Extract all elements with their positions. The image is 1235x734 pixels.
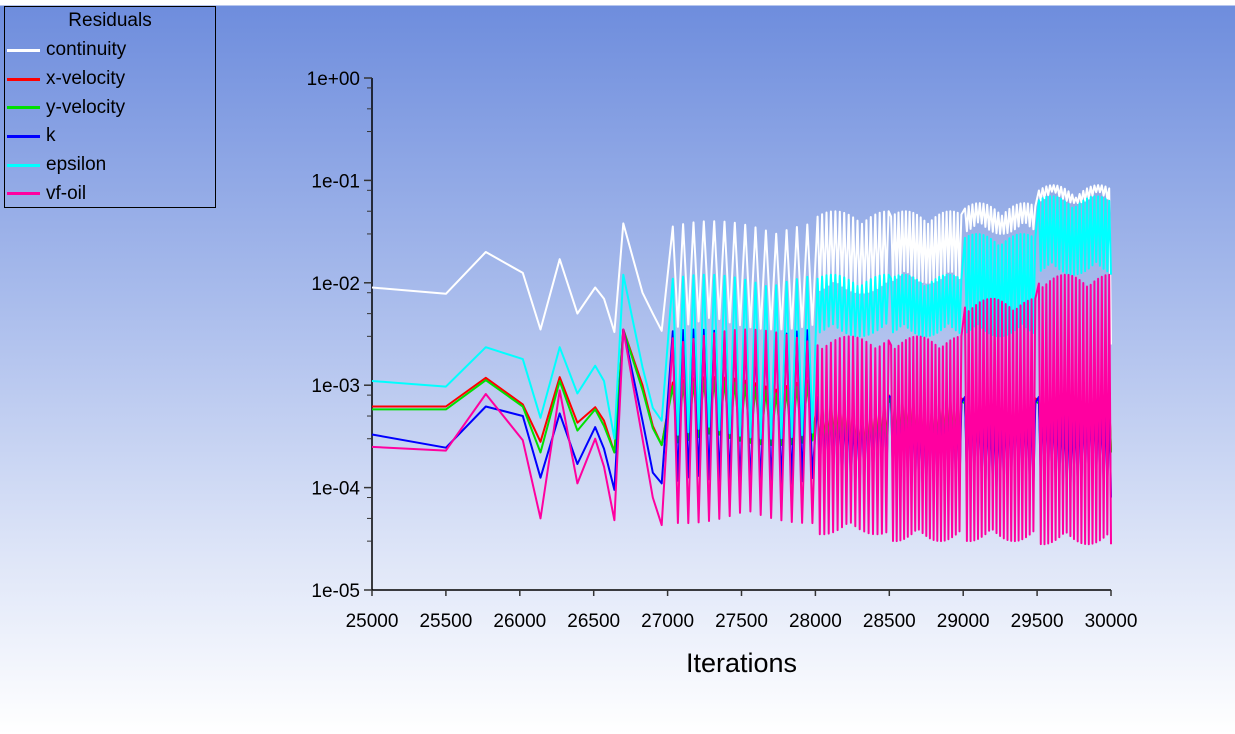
legend-item-k: k	[5, 122, 215, 151]
x-tick-label: 26000	[493, 611, 546, 632]
x-axis-title: Iterations	[686, 648, 797, 678]
x-tick-label: 25500	[419, 611, 472, 632]
series-line-epsilon	[371, 195, 1112, 440]
legend-label: vf-oil	[46, 182, 87, 204]
legend-label: k	[46, 125, 56, 147]
y-tick-label: 1e+00	[307, 69, 360, 90]
legend-label: y-velocity	[46, 96, 126, 118]
x-tick-label: 26500	[567, 611, 620, 632]
legend-item-y-velocity: y-velocity	[5, 93, 215, 122]
y-tick-label: 1e-05	[311, 581, 360, 602]
y-tick-label: 1e-03	[311, 376, 360, 397]
y-tick-label: 1e-02	[311, 274, 360, 295]
x-tick-label: 25000	[346, 611, 399, 632]
legend-label: continuity	[46, 39, 127, 61]
legend-swatch	[7, 192, 40, 196]
x-tick-label: 29500	[1011, 611, 1064, 632]
series-line-vf-oil	[371, 273, 1112, 546]
legend-item-epsilon: epsilon	[5, 151, 215, 180]
x-tick-label: 27500	[715, 611, 768, 632]
legend-swatch	[7, 48, 40, 52]
x-tick-label: 30000	[1085, 611, 1138, 632]
legend-item-continuity: continuity	[5, 36, 215, 65]
x-tick-label: 29000	[937, 611, 990, 632]
legend-swatch	[7, 163, 40, 167]
x-tick-label: 28500	[863, 611, 916, 632]
series-line-continuity	[371, 184, 1112, 345]
legend-item-vf-oil: vf-oil	[5, 179, 215, 208]
x-tick-label: 28000	[789, 611, 842, 632]
legend-label: epsilon	[46, 154, 107, 176]
y-tick-label: 1e-01	[311, 171, 360, 192]
x-tick-label: 27000	[641, 611, 694, 632]
legend-swatch	[7, 134, 40, 138]
y-tick-label: 1e-04	[311, 479, 360, 500]
legend-item-x-velocity: x-velocity	[5, 65, 215, 94]
legend-label: x-velocity	[46, 68, 126, 90]
legend-title: Residuals	[68, 10, 152, 31]
legend-swatch	[7, 77, 40, 81]
legend: Residuals continuity x-velocity y-velocity…	[4, 6, 216, 208]
legend-swatch	[7, 106, 40, 110]
